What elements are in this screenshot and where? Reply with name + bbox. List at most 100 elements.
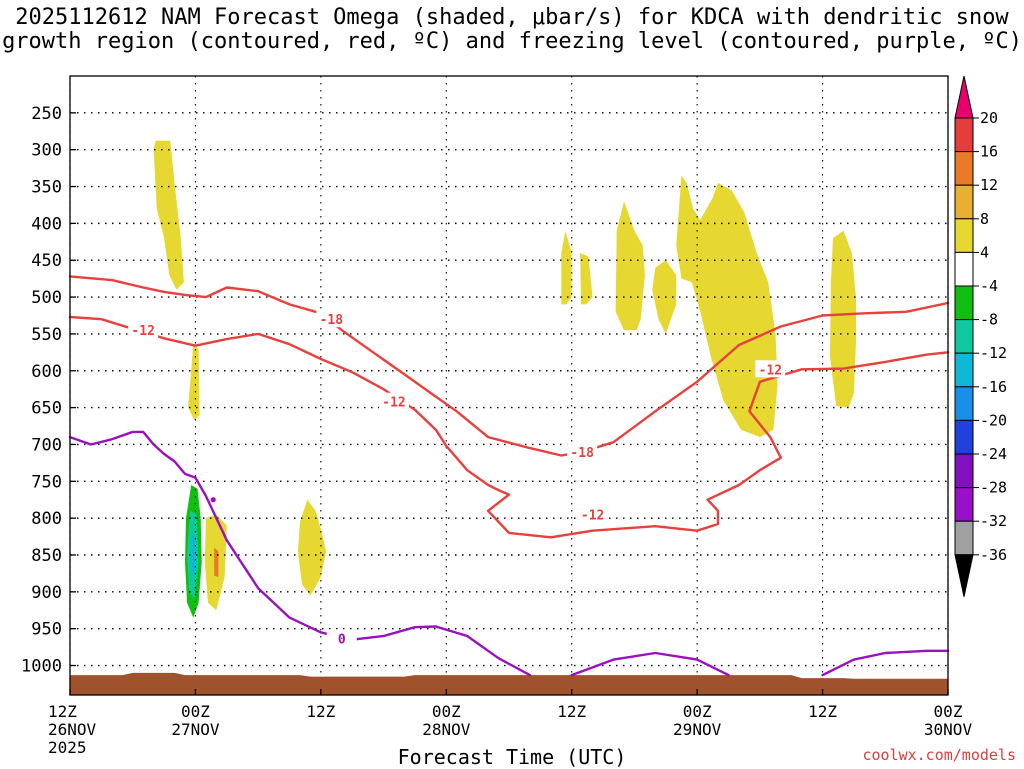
y-tick-label: 750 bbox=[31, 472, 62, 492]
y-tick-label: 350 bbox=[31, 178, 62, 198]
x-axis-title: Forecast Time (UTC) bbox=[397, 745, 627, 769]
colorbar-band bbox=[954, 117, 974, 153]
axes: 250 300 350 400 450 500 550 600 650 700 750 800 850 9… bbox=[21, 75, 973, 757]
contour-label: -18 bbox=[570, 446, 594, 461]
colorbar-band bbox=[954, 386, 974, 421]
terrain-fill bbox=[70, 672, 948, 695]
x-tick-label: 28NOV bbox=[422, 720, 471, 739]
freezing-level-dot bbox=[210, 497, 216, 503]
colorbar-band bbox=[954, 419, 974, 455]
contour-line-4 bbox=[821, 649, 950, 677]
omega-region-3 bbox=[297, 499, 327, 596]
title-line-1: 2025112612 NAM Forecast Omega (shaded, μ… bbox=[15, 5, 1009, 30]
y-tick-label: 600 bbox=[31, 362, 62, 382]
colorbar-label: 4 bbox=[980, 243, 989, 261]
contour-label-bg bbox=[128, 321, 159, 339]
colorbar: 20 16 12 8 4 -4 -8 -12 -16 -20 -24 -28 -32 -36 bbox=[954, 75, 1007, 597]
omega-region-8 bbox=[676, 175, 778, 438]
y-tick-label: 450 bbox=[31, 251, 62, 271]
contour-line-1 bbox=[68, 315, 950, 539]
x-tick-label: 29NOV bbox=[673, 720, 722, 739]
colorbar-label: -24 bbox=[980, 445, 1007, 463]
contour-label: 0 bbox=[338, 632, 346, 647]
colorbar-label: -4 bbox=[980, 277, 998, 295]
y-tick-label: 550 bbox=[31, 325, 62, 345]
colorbar-label: -12 bbox=[980, 344, 1007, 362]
x-tick-label: 27NOV bbox=[171, 720, 220, 739]
x-tick-label: 2025 bbox=[48, 738, 87, 757]
colorbar-label: 20 bbox=[980, 109, 998, 127]
y-tick-label: 800 bbox=[31, 509, 62, 529]
omega-shading bbox=[153, 140, 856, 618]
y-tick-label: 500 bbox=[31, 288, 62, 308]
contour-label: -18 bbox=[320, 313, 344, 328]
y-tick-label: 1000 bbox=[21, 657, 62, 677]
contour-label-bg bbox=[379, 392, 410, 410]
omega-region-0 bbox=[153, 140, 184, 290]
colorbar-band bbox=[954, 520, 974, 556]
contour-line-0 bbox=[68, 275, 950, 457]
title-line-2: growth region (contoured, red, ºC) and f… bbox=[2, 29, 1022, 54]
colorbar-label: 12 bbox=[980, 176, 998, 194]
colorbar-band bbox=[954, 453, 974, 489]
colorbar-label: -36 bbox=[980, 546, 1007, 564]
colorbar-label: -28 bbox=[980, 479, 1007, 497]
omega-region-4 bbox=[561, 230, 572, 305]
colorbar-top-arrow bbox=[954, 75, 974, 119]
colorbar-band bbox=[954, 319, 974, 354]
x-tick-label: 00Z bbox=[683, 702, 712, 721]
contour-label-bg bbox=[567, 442, 598, 460]
contour-label-bg bbox=[316, 310, 347, 328]
y-tick-label: 700 bbox=[31, 435, 62, 455]
colorbar-label: 8 bbox=[980, 210, 989, 228]
omega-region-13 bbox=[214, 547, 219, 578]
x-tick-label: 00Z bbox=[432, 702, 461, 721]
omega-region-6 bbox=[615, 201, 645, 331]
x-tick-label: 12Z bbox=[48, 702, 77, 721]
colorbar-label: -32 bbox=[980, 512, 1007, 530]
colorbar-band bbox=[954, 487, 974, 522]
colorbar-band bbox=[954, 151, 974, 186]
colorbar-band bbox=[954, 184, 974, 220]
omega-region-7 bbox=[652, 260, 677, 334]
colorbar-label: -8 bbox=[980, 311, 998, 329]
y-tick-label: 250 bbox=[31, 104, 62, 124]
x-tick-label: 12Z bbox=[306, 702, 335, 721]
y-tick-label: 300 bbox=[31, 141, 62, 161]
colorbar-band bbox=[954, 352, 974, 388]
credit-text: coolwx.com/models bbox=[862, 746, 1016, 764]
chart-title: 2025112612 NAM Forecast Omega (shaded, μ… bbox=[0, 6, 1024, 54]
terrain bbox=[70, 672, 948, 695]
omega-region-1 bbox=[188, 345, 200, 421]
colorbar-label: 16 bbox=[980, 143, 998, 161]
colorbar-band bbox=[954, 218, 974, 253]
x-tick-label: 12Z bbox=[557, 702, 586, 721]
contour-label-bg bbox=[577, 505, 608, 523]
contours: -18 -18 -12 -12 -12 -12 0 bbox=[68, 275, 950, 677]
contour-label: -12 bbox=[581, 508, 604, 523]
omega-region-5 bbox=[580, 252, 593, 305]
x-tick-label: 12Z bbox=[808, 702, 837, 721]
contour-label: -12 bbox=[759, 363, 782, 378]
y-tick-label: 950 bbox=[31, 620, 62, 640]
colorbar-band bbox=[954, 285, 974, 321]
contour-label-bg bbox=[755, 360, 786, 378]
y-tick-label: 850 bbox=[31, 546, 62, 566]
contour-label: -12 bbox=[382, 396, 405, 411]
contour-line-2 bbox=[68, 430, 532, 677]
contour-label-bg bbox=[326, 629, 357, 647]
grid bbox=[69, 76, 949, 695]
contour-line-3 bbox=[570, 651, 730, 677]
omega-region-9 bbox=[829, 230, 856, 408]
colorbar-band bbox=[954, 251, 974, 287]
colorbar-label: -20 bbox=[980, 411, 1007, 429]
contour-label: -12 bbox=[131, 324, 154, 339]
plot-frame bbox=[69, 75, 949, 696]
y-tick-label: 400 bbox=[31, 214, 62, 234]
x-tick-label: 30NOV bbox=[924, 720, 973, 739]
omega-region-12 bbox=[190, 532, 196, 578]
x-tick-label: 00Z bbox=[181, 702, 210, 721]
colorbar-label: -16 bbox=[980, 378, 1007, 396]
x-tick-label: 26NOV bbox=[48, 720, 97, 739]
